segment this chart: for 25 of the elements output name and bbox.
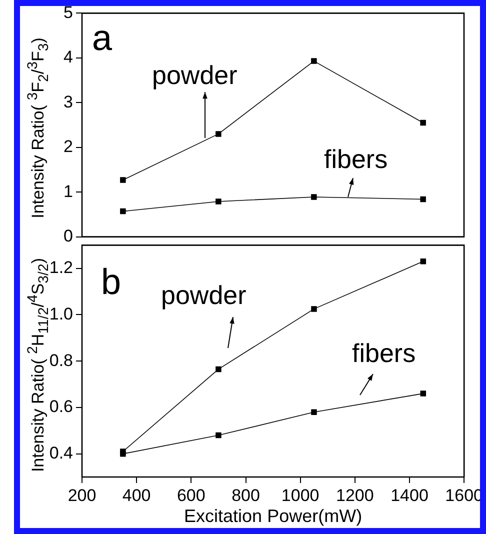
y-tick-label: 4 <box>64 48 73 67</box>
y-tick-label: 1 <box>64 182 73 201</box>
series-label: powder <box>161 280 246 310</box>
x-tick-label: 200 <box>68 486 96 505</box>
y-tick-label: 2 <box>64 137 73 156</box>
x-tick-label: 400 <box>122 486 151 505</box>
y-tick-label: 5 <box>64 2 73 22</box>
x-tick-label: 1000 <box>281 486 320 505</box>
annotation: b <box>101 261 122 302</box>
series-label: fibers <box>324 144 388 174</box>
x-tick-label: 1400 <box>390 486 428 505</box>
annotation: a <box>92 17 112 58</box>
y-tick-label: 0.6 <box>49 397 73 416</box>
y-tick-label: 0 <box>64 226 73 246</box>
y-tick-label: 0.4 <box>49 444 73 463</box>
series-label: powder <box>152 60 238 90</box>
x-tick-label: 600 <box>176 486 206 505</box>
y-tick-label: 1.0 <box>49 304 73 324</box>
y-tick-label: 3 <box>64 92 73 112</box>
x-tick-label: 800 <box>232 486 260 505</box>
y-tick-label: 0.8 <box>49 350 73 370</box>
x-tick-label: 1200 <box>336 486 374 505</box>
y-tick-label: 1.2 <box>49 258 73 278</box>
x-axis-title: Excitation Power(mW) <box>184 506 362 526</box>
series-label: fibers <box>352 338 416 368</box>
